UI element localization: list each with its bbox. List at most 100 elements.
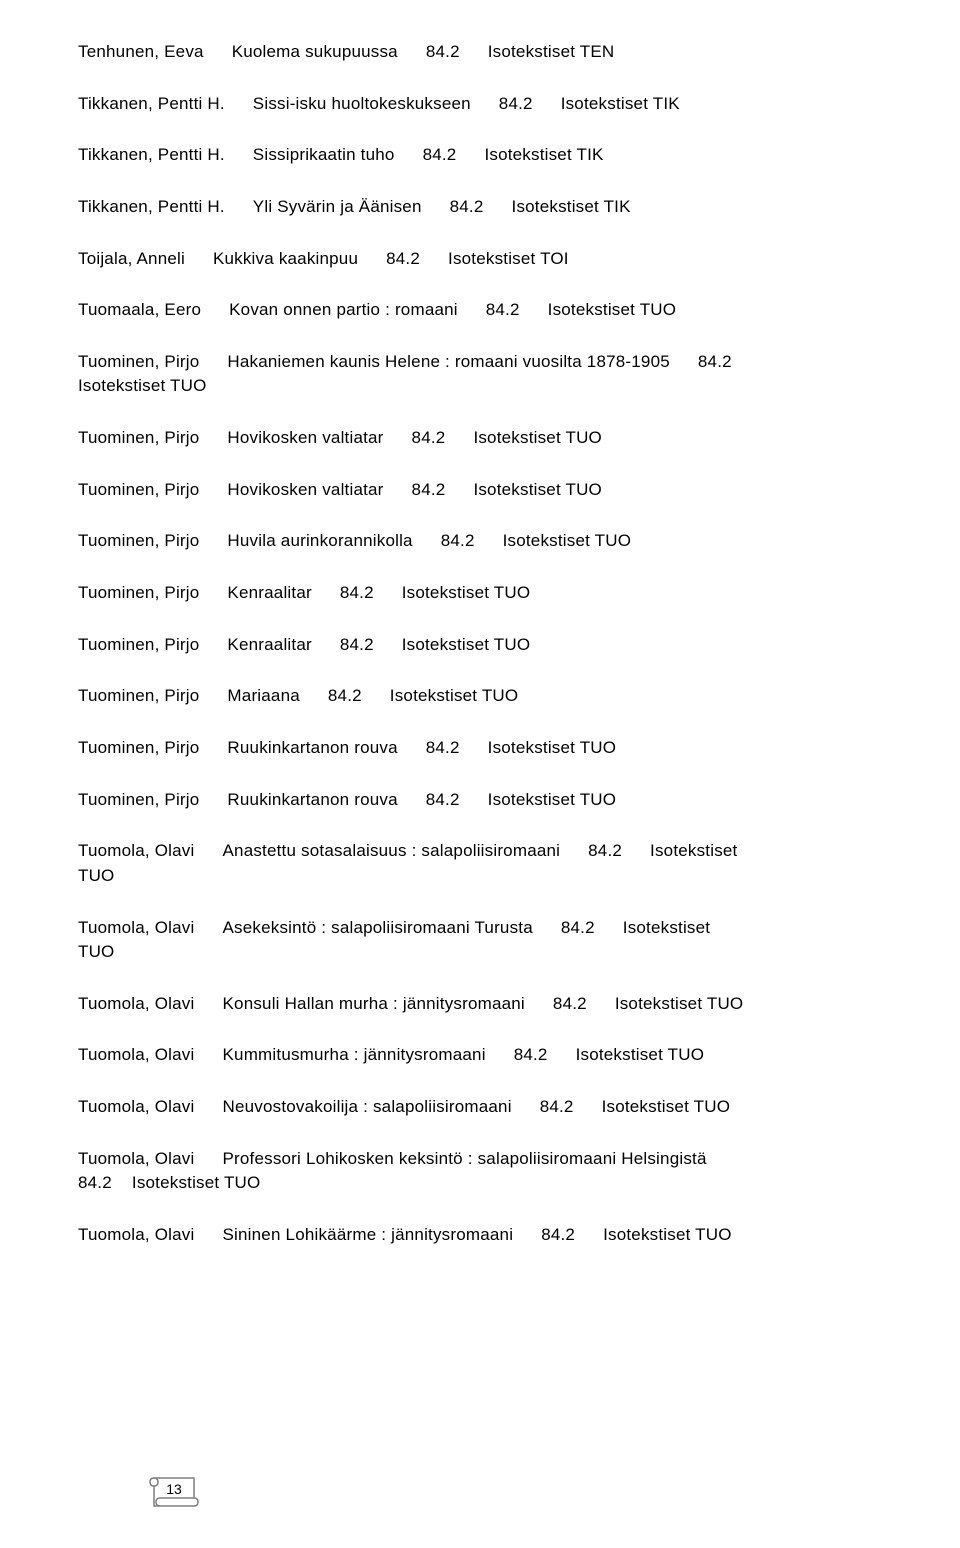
catalog-entry: Tuominen, Pirjo Hovikosken valtiatar 84.2 I… — [78, 478, 882, 503]
catalog-entry: Tuominen, Pirjo Ruukinkartanon rouva 84.2 I… — [78, 788, 882, 813]
entry-code: 84.2 — [541, 1225, 575, 1244]
catalog-entry: Tuominen, PirjoHuvila aurinkorannikolla8… — [78, 529, 882, 554]
entry-title: Yli Syvärin ja Äänisen — [253, 197, 422, 216]
page-number: 13 — [146, 1481, 202, 1497]
entries-container: Tenhunen, EevaKuolema sukupuussa84.2Isot… — [78, 40, 882, 1248]
catalog-entry: Tuomaala, Eero Kovan onnen partio : romaa… — [78, 298, 882, 323]
catalog-entry: Tuomola, Olavi Sininen Lohikäärme : jänni… — [78, 1223, 882, 1248]
entry-title: Kummitusmurha : jännitysromaani — [223, 1045, 486, 1064]
catalog-entry: Tenhunen, EevaKuolema sukupuussa84.2Isot… — [78, 40, 882, 65]
entry-title: Mariaana — [227, 686, 299, 705]
entry-author: Tuominen, Pirjo — [78, 635, 199, 654]
entry-code: 84.2 — [499, 94, 533, 113]
entry-category: Isotekstiset TUO — [615, 994, 744, 1013]
entry-title: Sissiprikaatin tuho — [253, 145, 395, 164]
entry-category: Isotekstiset TUO — [603, 1225, 732, 1244]
entry-title: Sininen Lohikäärme : jännitysromaani — [223, 1225, 514, 1244]
entry-title: Konsuli Hallan murha : jännitysromaani — [223, 994, 525, 1013]
entry-category: Isotekstiset TUO — [488, 790, 617, 809]
catalog-entry: Tuominen, Pirjo Mariaana 84.2 Isotekstiset … — [78, 684, 882, 709]
entry-category: Isotekstiset TUO — [503, 531, 632, 550]
entry-code: 84.2 — [426, 42, 460, 61]
entry-author: Tuominen, Pirjo — [78, 790, 199, 809]
entry-title: Ruukinkartanon rouva — [227, 738, 397, 757]
entry-title: Professori Lohikosken keksintö : salapol… — [223, 1149, 707, 1168]
entry-category: Isotekstiset TIK — [561, 94, 680, 113]
entry-category-cont: TUO — [78, 866, 114, 885]
entry-category: Isotekstiset TUO — [78, 376, 207, 395]
catalog-entry: Tuomola, Olavi Neuvostovakoilija : salapo… — [78, 1095, 882, 1120]
entry-title: Kenraalitar — [227, 635, 311, 654]
catalog-entry: Tuominen, Pirjo Ruukinkartanon rouva 84.2 I… — [78, 736, 882, 761]
entry-category: Isotekstiset TUO — [576, 1045, 705, 1064]
entry-title: Kenraalitar — [227, 583, 311, 602]
entry-code: 84.2 — [514, 1045, 548, 1064]
entry-author: Tuominen, Pirjo — [78, 583, 199, 602]
entry-author: Tuomola, Olavi — [78, 1045, 195, 1064]
entry-author: Tikkanen, Pentti H. — [78, 197, 225, 216]
entry-title: Neuvostovakoilija : salapoliisiromaani — [223, 1097, 512, 1116]
entry-category: Isotekstiset — [650, 841, 737, 860]
entry-author: Tuominen, Pirjo — [78, 686, 199, 705]
catalog-entry: Tuomola, Olavi Kummitusmurha : jännitysro… — [78, 1043, 882, 1068]
entry-category: Isotekstiset TUO — [132, 1173, 261, 1192]
entry-code: 84.2 — [340, 635, 374, 654]
entry-author: Tuomola, Olavi — [78, 841, 195, 860]
entry-code: 84.2 — [426, 738, 460, 757]
catalog-entry: Tuominen, Pirjo Hakaniemen kaunis Helene … — [78, 350, 882, 399]
entry-author: Tuominen, Pirjo — [78, 428, 199, 447]
catalog-entry: Tuomola, Olavi Konsuli Hallan murha : jän… — [78, 992, 882, 1017]
catalog-entry: Tuominen, Pirjo Kenraalitar 84.2 Isotekstis… — [78, 633, 882, 658]
entry-title: Sissi-isku huoltokeskukseen — [253, 94, 471, 113]
catalog-entry: Tikkanen, Pentti H. Sissiprikaatin tuho 84… — [78, 143, 882, 168]
page-number-badge: 13 — [146, 1472, 202, 1512]
entry-category: Isotekstiset — [623, 918, 710, 937]
entry-category: Isotekstiset TIK — [512, 197, 631, 216]
entry-category: Isotekstiset TIK — [484, 145, 603, 164]
entry-author: Tuomaala, Eero — [78, 300, 201, 319]
entry-author: Tuomola, Olavi — [78, 1225, 195, 1244]
entry-title: Hovikosken valtiatar — [227, 480, 383, 499]
entry-author: Toijala, Anneli — [78, 249, 185, 268]
entry-author: Tuominen, Pirjo — [78, 531, 199, 550]
entry-author: Tikkanen, Pentti H. — [78, 94, 225, 113]
entry-title: Kovan onnen partio : romaani — [229, 300, 458, 319]
catalog-entry: Tuominen, PirjoHovikosken valtiatar84.2I… — [78, 426, 882, 451]
entry-author: Tuominen, Pirjo — [78, 352, 199, 371]
catalog-entry: Tuominen, PirjoKenraalitar84.2Isotekstis… — [78, 581, 882, 606]
entry-title: Hakaniemen kaunis Helene : romaani vuosi… — [227, 352, 669, 371]
entry-code: 84.2 — [553, 994, 587, 1013]
entry-title: Kuolema sukupuussa — [232, 42, 398, 61]
entry-author: Tuomola, Olavi — [78, 1097, 195, 1116]
entry-code: 84.2 — [423, 145, 457, 164]
entry-category: Isotekstiset TUO — [390, 686, 519, 705]
catalog-entry: Tuomola, Olavi Professori Lohikosken keks… — [78, 1147, 882, 1196]
entry-code: 84.2 — [698, 352, 732, 371]
entry-author: Tuominen, Pirjo — [78, 738, 199, 757]
entry-category: Isotekstiset TUO — [473, 480, 602, 499]
entry-author: Tuomola, Olavi — [78, 1149, 195, 1168]
entry-code: 84.2 — [561, 918, 595, 937]
entry-category: Isotekstiset TUO — [402, 635, 531, 654]
entry-category: Isotekstiset TUO — [402, 583, 531, 602]
entry-code: 84.2 — [412, 480, 446, 499]
entry-code: 84.2 — [328, 686, 362, 705]
catalog-entry: Tuomola, OlaviAsekeksintö : salapoliisir… — [78, 916, 882, 965]
entry-title: Huvila aurinkorannikolla — [227, 531, 412, 550]
entry-title: Kukkiva kaakinpuu — [213, 249, 358, 268]
entry-category: Isotekstiset TUO — [602, 1097, 731, 1116]
entry-category-cont: TUO — [78, 942, 114, 961]
entry-code: 84.2 — [426, 790, 460, 809]
entry-title: Asekeksintö : salapoliisiromaani Turusta — [223, 918, 533, 937]
entry-author: Tikkanen, Pentti H. — [78, 145, 225, 164]
entry-title: Hovikosken valtiatar — [227, 428, 383, 447]
catalog-entry: Toijala, AnneliKukkiva kaakinpuu84.2Isot… — [78, 247, 882, 272]
entry-title: Anastettu sotasalaisuus : salapoliisirom… — [223, 841, 561, 860]
entry-author: Tuomola, Olavi — [78, 994, 195, 1013]
entry-title: Ruukinkartanon rouva — [227, 790, 397, 809]
entry-category: Isotekstiset TUO — [488, 738, 617, 757]
entry-code: 84.2 — [540, 1097, 574, 1116]
catalog-entry: Tikkanen, Pentti H. Yli Syvärin ja Äänise… — [78, 195, 882, 220]
entry-code: 84.2 — [588, 841, 622, 860]
entry-author: Tuominen, Pirjo — [78, 480, 199, 499]
